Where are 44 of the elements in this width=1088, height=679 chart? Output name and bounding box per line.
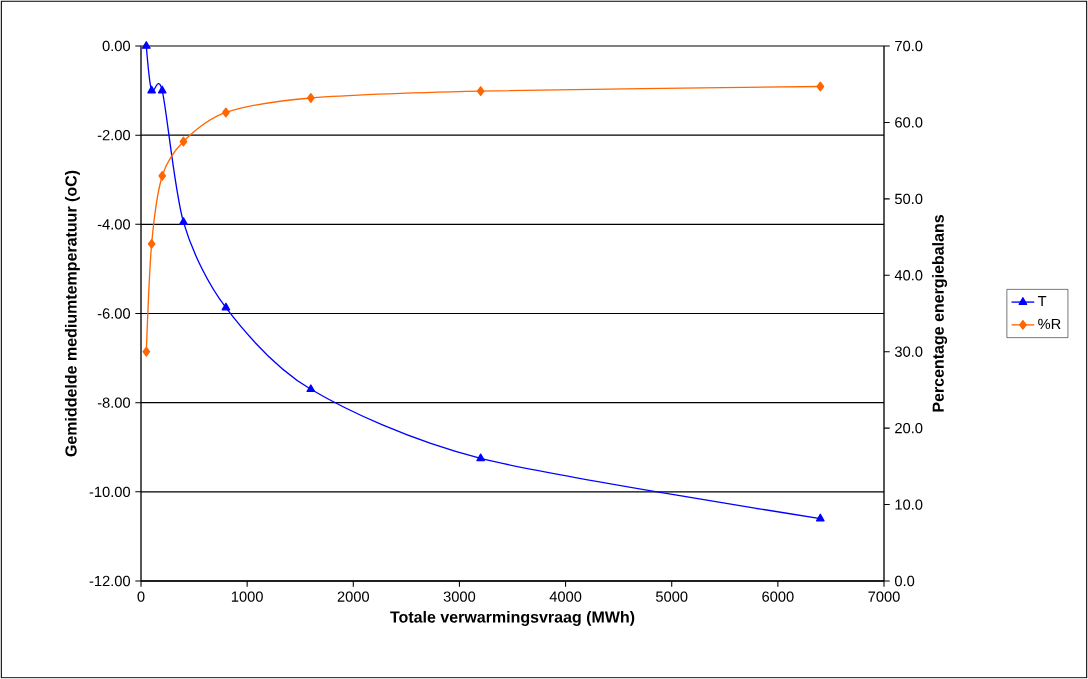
y2-tick-label: 40.0 — [894, 270, 923, 281]
y2-tick-label: 20.0 — [895, 422, 923, 434]
y2-tick-label: 50.0 — [894, 193, 923, 205]
y-axis-title: Gemiddelde mediumtemperatuur (oC) — [64, 170, 80, 457]
point — [147, 239, 156, 249]
y2-tick-label: 70.0 — [895, 40, 923, 52]
y-tick-label: -12.00 — [89, 575, 131, 587]
point — [476, 453, 486, 462]
x-tick-label: 1000 — [231, 591, 263, 602]
point — [222, 107, 230, 118]
x-tick-label: 7000 — [868, 591, 900, 602]
x-tick-label: 5000 — [655, 591, 688, 602]
point — [816, 81, 825, 92]
y2-tick-label: 30.0 — [894, 346, 923, 357]
y-tick-label: -8.00 — [97, 397, 131, 408]
point — [221, 302, 231, 311]
y2-axis-title: Percentage energiebalans — [932, 215, 948, 412]
y-tick-label: -6.00 — [97, 308, 131, 319]
point — [142, 346, 151, 357]
point — [158, 170, 167, 181]
point — [306, 384, 316, 393]
x-tick-label: 4000 — [549, 591, 582, 602]
x-tick-label: 6000 — [762, 591, 794, 602]
point — [147, 85, 156, 94]
legend-label: %R — [1038, 318, 1061, 330]
y2-tick-label: 60.0 — [895, 117, 923, 128]
point — [179, 136, 188, 147]
y-tick-label: -2.00 — [97, 129, 131, 141]
point — [306, 93, 315, 103]
point — [476, 86, 485, 97]
y-tick-label: 0.00 — [102, 40, 131, 52]
y-tick-label: -4.00 — [97, 219, 131, 230]
point — [815, 513, 825, 522]
point — [157, 85, 167, 94]
point — [179, 217, 188, 225]
x-tick-label: 2000 — [337, 591, 370, 602]
x-axis-title: Totale verwarmingsvraag (MWh) — [390, 610, 635, 626]
x-tick-label: 3000 — [443, 591, 476, 602]
legend-label: T — [1037, 296, 1047, 307]
y2-tick-label: 0.0 — [894, 575, 915, 587]
point — [141, 41, 151, 49]
x-tick-label: 0 — [137, 591, 145, 602]
y-tick-label: -10.00 — [89, 486, 131, 498]
y2-tick-label: 10.0 — [895, 499, 923, 510]
